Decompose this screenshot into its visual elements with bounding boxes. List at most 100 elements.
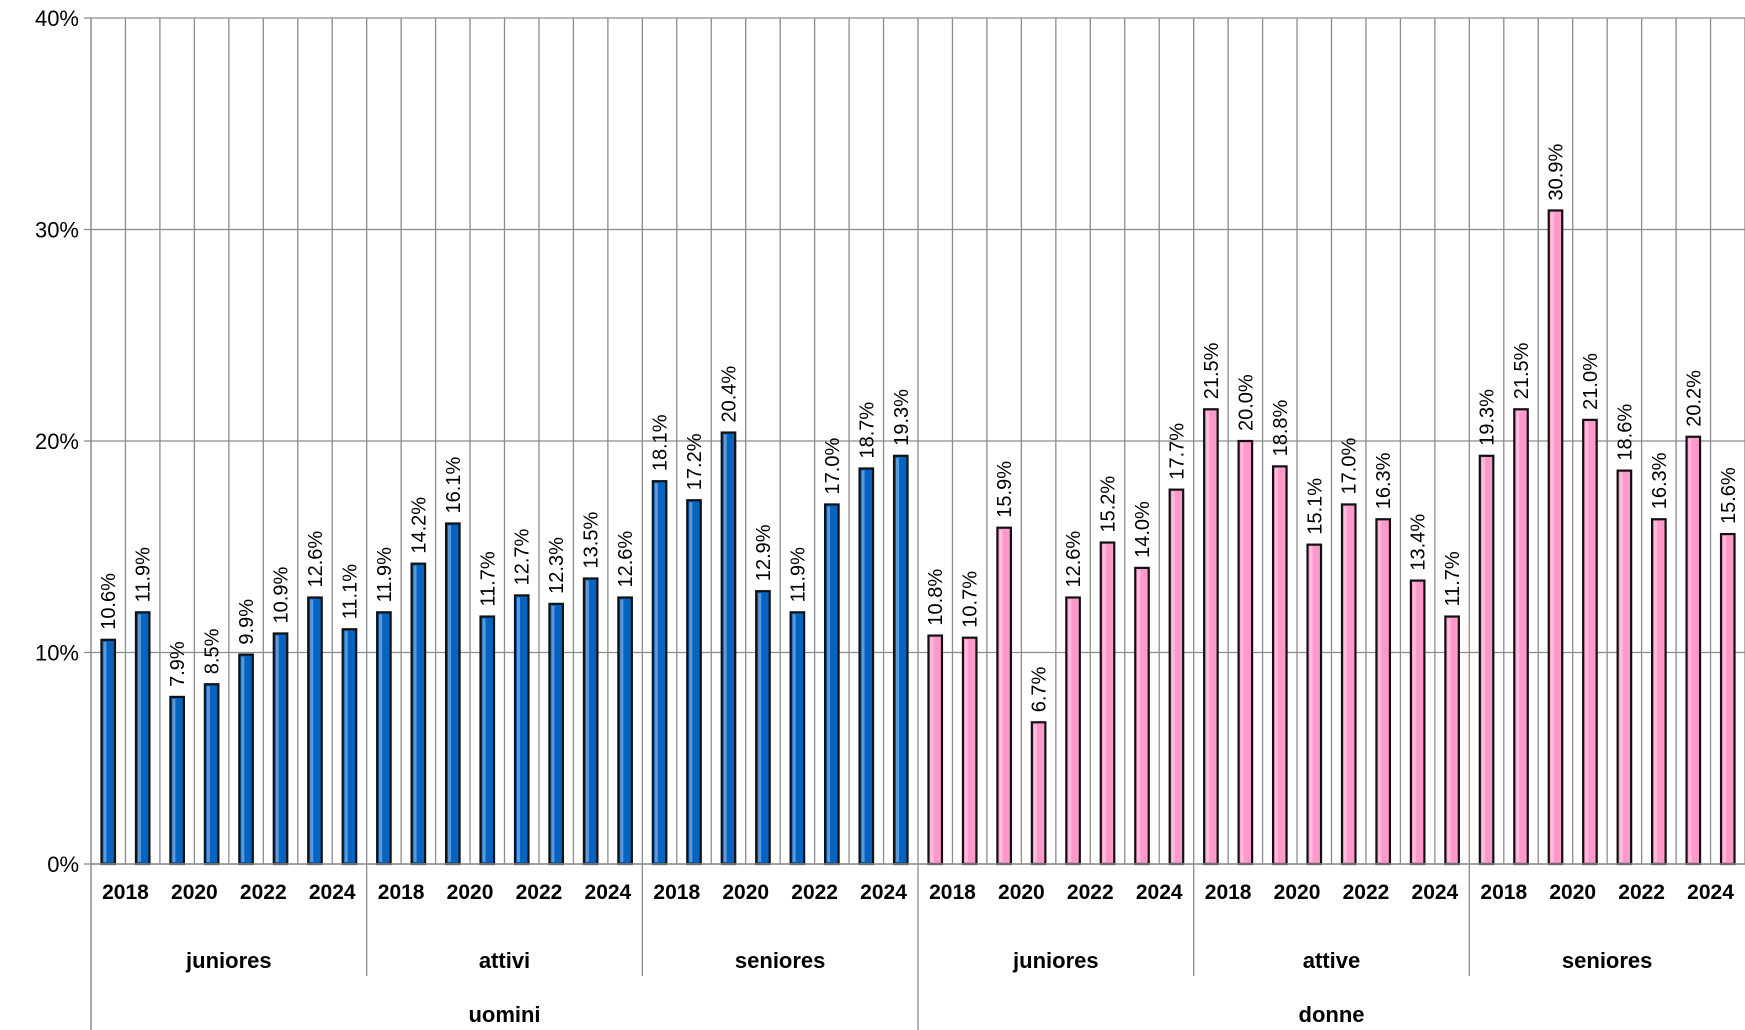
data-label: 10.7% [960,571,982,628]
bar-highlight [999,529,1003,862]
bar-highlight [172,698,176,862]
x-tick-label: 2024 [1136,881,1183,904]
data-label: 12.9% [753,524,775,581]
data-label: 6.7% [1029,666,1051,712]
data-label: 9.9% [236,599,258,645]
y-tick-label: 30% [35,218,79,243]
subgroup-label: juniores [185,948,272,973]
data-label: 14.0% [1132,501,1154,558]
data-label: 11.9% [133,547,155,602]
data-label: 12.3% [546,537,568,594]
bar-highlight [103,641,107,862]
bar-highlight [275,635,279,862]
data-label: 7.9% [167,641,189,687]
data-label: 11.9% [374,547,396,602]
bar-highlight [896,457,900,862]
bar-highlight [1378,521,1382,862]
x-tick-label: 2018 [929,881,976,904]
y-tick-label: 0% [47,852,79,877]
data-label: 17.7% [1166,423,1188,480]
bar-highlight [861,470,865,862]
data-label: 13.4% [1408,514,1430,571]
bar-highlight [758,593,762,862]
y-tick-label: 20% [35,429,79,454]
x-tick-label: 2024 [860,881,907,904]
bar-highlight [551,605,555,862]
bar-highlight [482,618,486,862]
x-tick-label: 2018 [378,881,425,904]
data-label: 16.1% [443,457,465,514]
bar-highlight [1550,212,1554,863]
y-tick-label: 40% [35,6,79,31]
bar-highlight [1102,544,1106,862]
group-label: donne [1299,1002,1365,1027]
data-label: 30.9% [1545,144,1567,201]
data-label: 21.5% [1511,342,1533,399]
bar-highlight [379,614,383,862]
data-label: 20.2% [1683,370,1705,427]
x-tick-label: 2020 [447,881,494,904]
x-tick-label: 2022 [791,881,838,904]
bar-highlight [1723,536,1727,862]
data-labels: 10.6% 11.9% 7.9% 8.5% 9.9% 10.9% 12.6% 11.1% 11.… [98,144,1740,713]
data-label: 8.5% [202,628,224,674]
x-tick-label: 2022 [1343,881,1390,904]
data-label: 12.7% [512,528,534,585]
bar-highlight [1619,472,1623,862]
x-tick-label: 2024 [1412,881,1459,904]
data-label: 12.6% [305,531,327,588]
data-label: 20.4% [718,366,740,423]
data-label: 16.3% [1373,452,1395,509]
data-label: 10.6% [98,573,120,630]
x-tick-label: 2024 [585,881,632,904]
bar-highlight [1688,438,1692,862]
bar-highlight [620,599,624,862]
bar-highlight [448,525,452,862]
bar-highlight [344,631,348,862]
bar-highlight [827,506,831,862]
subgroup-label: attive [1303,948,1360,973]
data-label: 19.3% [891,389,913,446]
data-label: 21.5% [1201,342,1223,399]
bar-highlight [792,614,796,862]
bar-highlight [310,599,314,862]
x-tick-label: 2020 [1549,881,1596,904]
bar-highlight [516,597,520,862]
bar-highlight [654,483,658,862]
data-label: 17.0% [822,438,844,495]
data-label: 14.2% [408,497,430,554]
bar-highlight [964,639,968,862]
data-label: 10.9% [271,567,293,624]
x-tick-label: 2022 [1067,881,1114,904]
data-label: 15.2% [1098,476,1120,533]
bar-highlight [1481,457,1485,862]
subgroup-label: attivi [479,948,530,973]
bar-highlight [930,637,934,862]
x-tick-label: 2018 [653,881,700,904]
data-label: 21.0% [1580,353,1602,410]
x-tick-label: 2018 [1205,881,1252,904]
data-label: 16.3% [1649,452,1671,509]
data-label: 18.8% [1270,399,1292,456]
bar-highlight [1137,569,1141,862]
data-label: 17.0% [1339,438,1361,495]
data-label: 12.6% [1063,531,1085,588]
x-tick-label: 2022 [1618,881,1665,904]
bar-highlight [413,565,417,862]
data-label: 11.1% [339,564,361,619]
bar-highlight [1585,421,1589,862]
axes: 0% 10% 20% 30% 40% 2018 2020 2022 2024 juniores 20… [35,6,1745,1030]
x-tick-label: 2020 [1274,881,1321,904]
bar-highlight [1447,618,1451,862]
bar-highlight [137,614,141,862]
subgroup-label: seniores [1562,948,1653,973]
x-tick-label: 2020 [171,881,218,904]
data-label: 13.5% [581,512,603,569]
bar-highlight [1654,521,1658,862]
bar-highlight [1275,468,1279,862]
gridlines [91,17,1745,865]
bar-highlight [241,656,245,862]
x-tick-label: 2022 [516,881,563,904]
subgroup-label: seniores [735,948,826,973]
